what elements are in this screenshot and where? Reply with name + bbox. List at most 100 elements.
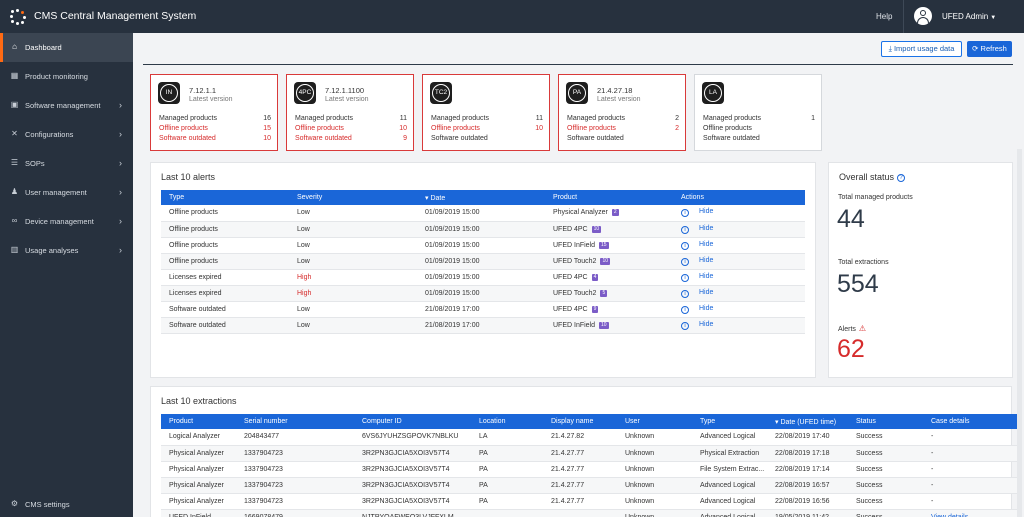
info-icon[interactable]: i <box>681 273 689 282</box>
caret-down-icon: ▼ <box>990 15 997 21</box>
managed-count: 11 <box>535 115 543 122</box>
info-icon[interactable]: i <box>681 257 689 266</box>
hide-link[interactable]: Hide <box>699 256 714 264</box>
outdated-label: Software outdated <box>703 135 760 142</box>
home-icon: ⌂ <box>12 42 17 51</box>
alert-product: UFED 4PC 10 <box>545 221 673 238</box>
table-row[interactable]: Offline products Low 01/09/2019 15:00 Physi… <box>161 205 805 222</box>
cell-product: Physical Analyzer <box>161 477 236 494</box>
sidebar-item-label: Dashboard <box>25 43 62 52</box>
info-icon[interactable]: i <box>681 209 689 218</box>
col-location[interactable]: Location <box>471 414 543 429</box>
col-product[interactable]: Product <box>545 190 673 205</box>
alert-type: Licenses expired <box>161 285 289 302</box>
info-icon[interactable]: i <box>681 225 689 234</box>
col-date[interactable]: ▾ Date (UFED time) <box>767 414 848 429</box>
table-row[interactable]: Licenses expired High 01/09/2019 15:00 UFED… <box>161 285 805 302</box>
user-menu[interactable]: UFED Admin ▼ <box>942 12 996 21</box>
table-row[interactable]: Offline products Low 01/09/2019 15:00 UFED … <box>161 221 805 238</box>
col-product[interactable]: Product <box>161 414 236 429</box>
box-icon: ▣ <box>10 100 19 109</box>
count-badge: 10 <box>599 321 609 329</box>
col-severity[interactable]: Severity <box>289 190 417 205</box>
sidebar-item-software-management[interactable]: ▣ Software management › <box>0 91 133 120</box>
product-card-la[interactable]: LA Managed products 1 Offline products So… <box>694 74 822 151</box>
user-avatar-icon[interactable] <box>914 7 932 25</box>
info-icon[interactable]: i <box>681 321 689 330</box>
info-icon[interactable]: i <box>681 241 689 250</box>
cell-date: 22/08/2019 16:57 <box>767 477 848 494</box>
col-type[interactable]: Type <box>692 414 767 429</box>
hide-link[interactable]: Hide <box>699 208 714 216</box>
sidebar-item-cms-settings[interactable]: ⚙ CMS settings <box>0 493 133 517</box>
cell-case-details[interactable]: View details <box>923 509 1021 517</box>
table-row[interactable]: Offline products Low 01/09/2019 15:00 UFED … <box>161 237 805 254</box>
info-icon[interactable]: i <box>681 289 689 298</box>
alert-actions: i Hide <box>673 285 805 302</box>
table-row[interactable]: Logical Analyzer 204843477 6VS6JYUHZSGPOVK… <box>161 429 1021 446</box>
product-card-4pc[interactable]: 4PC 7.12.1.1100 Latest version Managed p… <box>286 74 414 151</box>
cell-date: 22/08/2019 16:56 <box>767 493 848 510</box>
table-row[interactable]: Physical Analyzer 1337904723 3R2PN3GJCIA5X… <box>161 477 1021 494</box>
alert-product-name: UFED InField <box>553 321 596 329</box>
table-row[interactable]: Physical Analyzer 1337904723 3R2PN3GJCIA5X… <box>161 445 1021 462</box>
table-row[interactable]: Physical Analyzer 1337904723 3R2PN3GJCIA5X… <box>161 493 1021 510</box>
hide-link[interactable]: Hide <box>699 240 714 248</box>
import-usage-data-button[interactable]: ⤓ Import usage data <box>881 41 962 57</box>
sidebar-item-configurations[interactable]: ✕ Configurations › <box>0 120 133 149</box>
cell-computer-id: NJTPYOAFWEO3LVJFFXLM <box>354 509 471 517</box>
col-serial-number[interactable]: Serial number <box>236 414 354 429</box>
chevron-right-icon: › <box>119 129 122 139</box>
count-badge: 5 <box>600 289 608 297</box>
table-row[interactable]: Licenses expired High 01/09/2019 15:00 UFED… <box>161 269 805 286</box>
col-type[interactable]: Type <box>161 190 289 205</box>
col-computer-id[interactable]: Computer ID <box>354 414 471 429</box>
alerts-value: 62 <box>837 335 865 363</box>
alert-type: Offline products <box>161 237 289 254</box>
product-card-in[interactable]: IN 7.12.1.1 Latest version Managed produ… <box>150 74 278 151</box>
col-user[interactable]: User <box>617 414 692 429</box>
cell-user: Unknown <box>617 509 692 517</box>
overall-status-title: Overall status? <box>839 172 906 182</box>
help-link[interactable]: Help <box>876 12 893 21</box>
table-row[interactable]: Software outdated Low 21/08/2019 17:00 UFED… <box>161 317 805 334</box>
col-date[interactable]: ▾ Date <box>417 190 545 205</box>
sidebar-item-user-management[interactable]: ♟ User management › <box>0 178 133 207</box>
sidebar: ⌂ Dashboard ▦ Product monitoring ▣ Softw… <box>0 33 133 517</box>
hide-link[interactable]: Hide <box>699 288 714 296</box>
alert-product-name: UFED 4PC <box>553 225 588 233</box>
help-icon[interactable]: ? <box>897 174 906 182</box>
col-display-name[interactable]: Display name <box>543 414 617 429</box>
sidebar-item-product-monitoring[interactable]: ▦ Product monitoring <box>0 62 133 91</box>
hide-link[interactable]: Hide <box>699 224 714 232</box>
table-row[interactable]: Physical Analyzer 1337904723 3R2PN3GJCIA5X… <box>161 461 1021 478</box>
alert-actions: i Hide <box>673 253 805 270</box>
table-row[interactable]: UFED InField 1669078479 NJTPYOAFWEO3LVJFFX… <box>161 509 1021 517</box>
list-icon: ☰ <box>10 158 19 167</box>
cell-type: Advanced Logical <box>692 509 767 517</box>
table-row[interactable]: Offline products Low 01/09/2019 15:00 UFED … <box>161 253 805 270</box>
cell-case-details: - <box>923 461 1021 478</box>
product-card-pa[interactable]: PA 21.4.27.18 Latest version Managed pro… <box>558 74 686 151</box>
cell-display-name: 21.4.27.77 <box>543 461 617 478</box>
table-row[interactable]: Software outdated Low 21/08/2019 17:00 UFED… <box>161 301 805 318</box>
alert-date: 01/09/2019 15:00 <box>417 205 545 222</box>
col-status[interactable]: Status <box>848 414 923 429</box>
product-card-tc2[interactable]: TC2 Managed products 11 Offline products 1… <box>422 74 550 151</box>
sidebar-item-dashboard[interactable]: ⌂ Dashboard <box>0 33 133 62</box>
info-icon[interactable]: i <box>681 305 689 314</box>
offline-count: 15 <box>263 125 271 132</box>
cell-type: Advanced Logical <box>692 493 767 510</box>
sidebar-item-sops[interactable]: ☰ SOPs › <box>0 149 133 178</box>
cell-case-details: - <box>923 445 1021 462</box>
sidebar-item-usage-analyses[interactable]: ▥ Usage analyses › <box>0 236 133 265</box>
product-code: LA <box>704 84 722 102</box>
refresh-button[interactable]: ⟳ Refresh <box>967 41 1012 57</box>
alert-product: UFED Touch2 5 <box>545 285 673 302</box>
scrollbar[interactable] <box>1017 149 1022 517</box>
sidebar-item-device-management[interactable]: ∞ Device management › <box>0 207 133 236</box>
hide-link[interactable]: Hide <box>699 272 714 280</box>
hide-link[interactable]: Hide <box>699 320 714 328</box>
alert-actions: i Hide <box>673 221 805 238</box>
hide-link[interactable]: Hide <box>699 304 714 312</box>
